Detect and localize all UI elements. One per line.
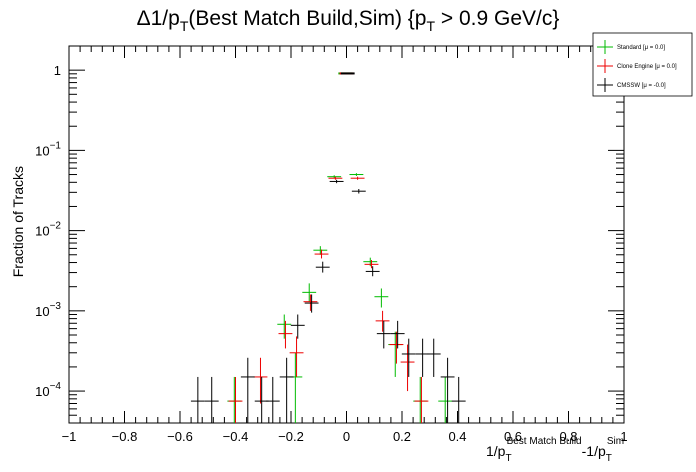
legend-entry: Clone Engine [μ = 0.0] bbox=[597, 59, 677, 73]
y-tick-label: 10−3 bbox=[35, 301, 61, 319]
x-tick-label: −0.2 bbox=[278, 429, 304, 444]
x-tick-label: 1 bbox=[620, 429, 627, 444]
x-axis-label: 1/pTBest Match Build-1/pTSim bbox=[486, 436, 624, 464]
y-tick-label: 10−1 bbox=[35, 140, 61, 158]
y-tick-label: 10−4 bbox=[35, 381, 61, 399]
x-tick-label: −0.6 bbox=[167, 429, 193, 444]
legend: Standard [μ = 0.0] Clone Engine [μ = 0.0]… bbox=[592, 32, 693, 97]
x-axis: −1 −0.8 −0.6 −0.4 −0.2 0 0.2 0.4 0.6 0.8 1 bbox=[62, 46, 628, 444]
x-tick-label: 0.2 bbox=[393, 429, 411, 444]
x-tick-label: 0.4 bbox=[448, 429, 466, 444]
plot-frame bbox=[68, 45, 625, 424]
y-axis-label: Fraction of Tracks bbox=[10, 166, 26, 277]
y-tick-label: 1 bbox=[54, 63, 61, 78]
x-tick-label: −0.8 bbox=[112, 429, 138, 444]
series-clone-engine bbox=[228, 72, 429, 423]
y-axis: 10−4 10−3 10−2 10−1 1 bbox=[35, 45, 624, 424]
series-cmssw bbox=[190, 72, 466, 423]
chart-title: Δ1/pT(Best Match Build,Sim) {pT > 0.9 Ge… bbox=[137, 7, 560, 34]
x-tick-label: 0.8 bbox=[559, 429, 577, 444]
x-tick-label: 0 bbox=[343, 429, 350, 444]
legend-label: Standard [μ = 0.0] bbox=[617, 45, 665, 51]
x-tick-label: 0.6 bbox=[504, 429, 522, 444]
x-tick-label: −1 bbox=[62, 429, 77, 444]
legend-label: CMSSW [μ = -0.0] bbox=[617, 83, 666, 89]
series-standard bbox=[227, 72, 453, 423]
legend-entry: Standard [μ = 0.0] bbox=[597, 40, 665, 54]
data-series bbox=[190, 72, 466, 423]
legend-label: Clone Engine [μ = 0.0] bbox=[617, 64, 677, 70]
y-tick-label: 10−2 bbox=[35, 221, 61, 239]
x-tick-label: −0.4 bbox=[223, 429, 249, 444]
legend-entry: CMSSW [μ = -0.0] bbox=[597, 78, 666, 92]
